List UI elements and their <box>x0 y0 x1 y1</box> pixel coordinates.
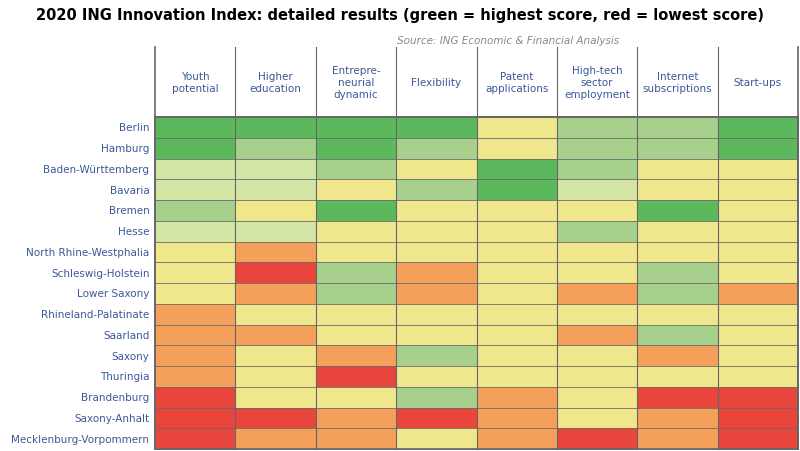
Text: Rhineland-Palatinate: Rhineland-Palatinate <box>41 309 150 319</box>
Text: Patent
applications: Patent applications <box>485 72 548 94</box>
Text: Internet
subscriptions: Internet subscriptions <box>642 72 712 94</box>
Text: Saxony: Saxony <box>111 351 150 361</box>
Text: Saarland: Saarland <box>103 330 150 340</box>
Text: Hamburg: Hamburg <box>101 144 150 154</box>
Text: Baden-Württemberg: Baden-Württemberg <box>43 165 150 175</box>
Text: Mecklenburg-Vorpommern: Mecklenburg-Vorpommern <box>11 434 150 444</box>
Text: Brandenburg: Brandenburg <box>81 392 150 402</box>
Text: Source: ING Economic & Financial Analysis: Source: ING Economic & Financial Analysi… <box>397 36 619 46</box>
Text: Berlin: Berlin <box>119 123 150 133</box>
Text: Hesse: Hesse <box>118 226 150 237</box>
Text: 2020 ING Innovation Index: detailed results (green = highest score, red = lowest: 2020 ING Innovation Index: detailed resu… <box>36 8 764 23</box>
Text: High-tech
sector
employment: High-tech sector employment <box>564 66 630 99</box>
Text: Bremen: Bremen <box>109 206 150 216</box>
Text: Lower Saxony: Lower Saxony <box>77 289 150 299</box>
Text: Bavaria: Bavaria <box>110 185 150 195</box>
Text: North Rhine-Westphalia: North Rhine-Westphalia <box>26 247 150 258</box>
Text: Start-ups: Start-ups <box>734 78 782 88</box>
Text: Flexibility: Flexibility <box>411 78 462 88</box>
Text: Schleswig-Holstein: Schleswig-Holstein <box>51 268 150 278</box>
Text: Thuringia: Thuringia <box>100 372 150 382</box>
Text: Higher
education: Higher education <box>250 72 302 94</box>
Text: Saxony-Anhalt: Saxony-Anhalt <box>74 413 150 423</box>
Text: Youth
potential: Youth potential <box>172 72 218 94</box>
Text: Entrepre-
neurial
dynamic: Entrepre- neurial dynamic <box>332 66 380 99</box>
